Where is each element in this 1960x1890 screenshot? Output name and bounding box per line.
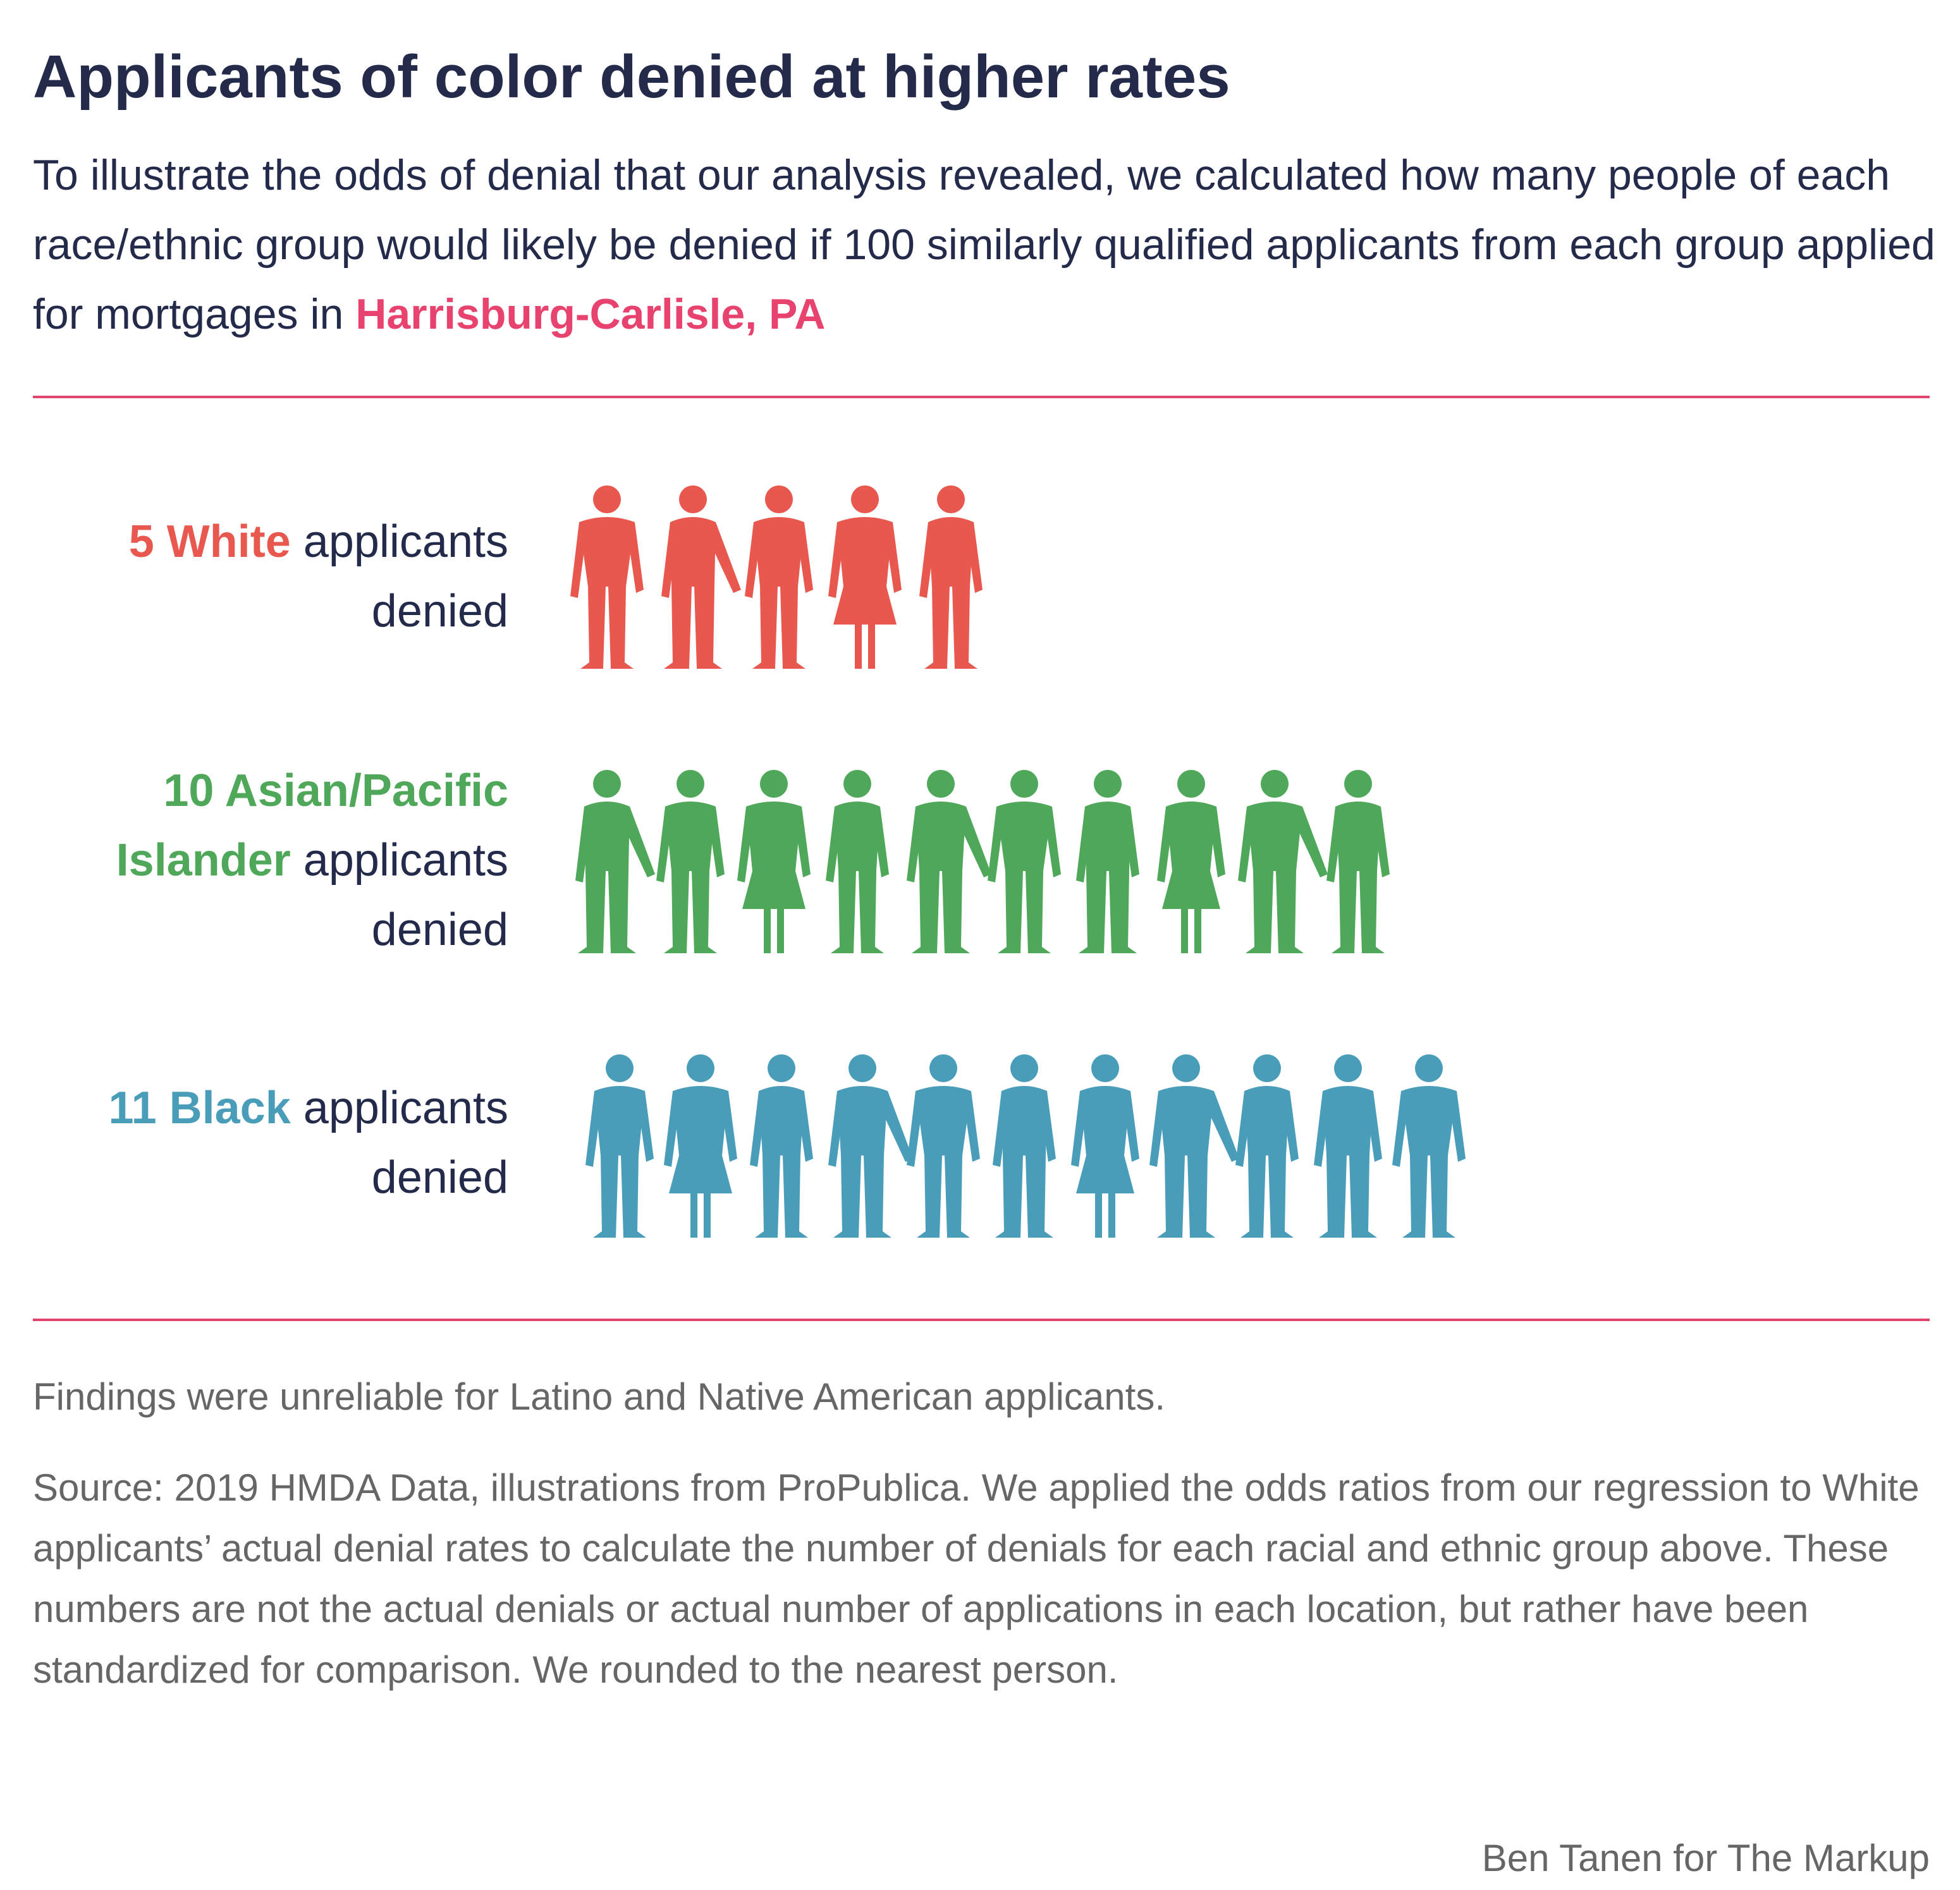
person-mark xyxy=(907,1054,980,1238)
footnote-reliability: Findings were unreliable for Latino and … xyxy=(33,1375,1166,1418)
person-mark xyxy=(1071,1054,1139,1238)
person-mark xyxy=(1392,1054,1466,1238)
person-mark xyxy=(1157,770,1225,953)
footnote-source: Source: 2019 HMDA Data, illustrations fr… xyxy=(33,1466,1920,1691)
row-label-asian-pacific-islander: 10 Asian/Pacific Islander applicants den… xyxy=(3,756,508,965)
chart-subtitle: To illustrate the odds of denial that ou… xyxy=(33,140,1936,349)
person-mark xyxy=(585,1054,654,1238)
row-label-suffix: applicants xyxy=(303,516,508,567)
person-mark xyxy=(750,1054,813,1238)
person-mark xyxy=(1149,1054,1239,1238)
top-divider xyxy=(33,396,1930,398)
person-mark xyxy=(737,770,811,953)
row-label-white: 5 White applicants denied xyxy=(3,507,508,646)
person-mark xyxy=(1314,1054,1382,1238)
person-mark xyxy=(664,1054,737,1238)
person-mark xyxy=(1235,1054,1299,1238)
person-mark xyxy=(661,485,741,669)
person-mark xyxy=(745,485,813,669)
person-mark xyxy=(1076,770,1139,953)
subtitle-text: To illustrate the odds of denial that ou… xyxy=(33,151,1935,338)
person-mark xyxy=(988,770,1061,953)
row-label-black: 11 Black applicants denied xyxy=(3,1073,508,1212)
person-mark xyxy=(828,485,902,669)
row-label-suffix: applicants xyxy=(303,1083,508,1133)
person-mark xyxy=(828,1054,913,1238)
person-mark xyxy=(570,485,644,669)
row-label-group: 10 Asian/Pacific xyxy=(163,765,508,816)
person-mark xyxy=(907,770,991,953)
person-mark xyxy=(1238,770,1328,953)
person-mark xyxy=(1326,770,1390,953)
person-mark xyxy=(993,1054,1056,1238)
row-label-group-rest: Islander xyxy=(116,835,291,886)
row-label-suffix2: denied xyxy=(371,1152,508,1203)
row-label-suffix2: denied xyxy=(371,905,508,955)
bottom-divider xyxy=(33,1319,1930,1321)
row-label-group: 5 White xyxy=(128,516,291,567)
row-label-group: 11 Black xyxy=(108,1083,291,1133)
person-mark xyxy=(919,485,983,669)
person-mark xyxy=(656,770,725,953)
person-mark xyxy=(826,770,889,953)
person-mark xyxy=(575,770,655,953)
credit-line: Ben Tanen for The Markup xyxy=(1481,1837,1930,1879)
row-label-suffix: applicants xyxy=(303,835,508,886)
location-highlight: Harrisburg-Carlisle, PA xyxy=(355,290,826,338)
chart-title: Applicants of color denied at higher rat… xyxy=(33,43,1230,111)
row-label-suffix2: denied xyxy=(371,586,508,637)
